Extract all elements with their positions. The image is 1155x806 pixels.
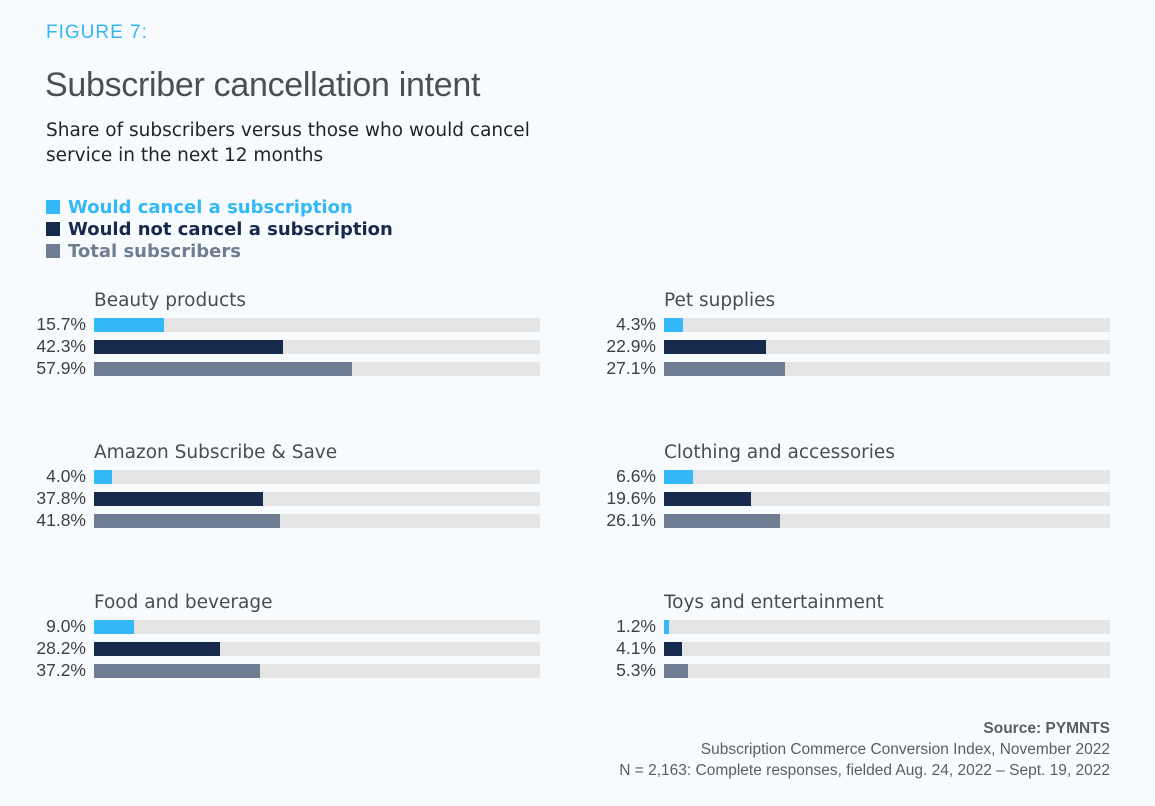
bar-row: 42.3% [36, 336, 540, 356]
bar-row: 1.2% [616, 616, 1110, 636]
bar-row: 5.3% [616, 660, 1110, 680]
bar-track [94, 664, 540, 678]
category-title: Amazon Subscribe & Save [94, 442, 338, 463]
chart-title: Subscriber cancellation intent [45, 66, 481, 104]
bar-row: 37.2% [36, 660, 540, 680]
bar-row: 15.7% [36, 314, 540, 334]
bar-track [94, 492, 540, 506]
bar-would-not-cancel [664, 340, 767, 354]
bar-track [664, 664, 1110, 678]
legend-label: Would cancel a subscription [68, 196, 353, 218]
bar-row: 4.0% [46, 466, 540, 486]
bar-row: 28.2% [36, 638, 540, 658]
category-title: Toys and entertainment [664, 592, 884, 613]
source-line-2: N = 2,163: Complete responses, fielded A… [619, 762, 1110, 779]
bar-track [664, 470, 1110, 484]
legend-label: Total subscribers [68, 240, 241, 262]
bar-row: 26.1% [606, 510, 1110, 530]
bar-row: 6.6% [616, 466, 1110, 486]
source-note: Source: PYMNTS Subscription Commerce Con… [619, 718, 1110, 781]
bar-row: 22.9% [606, 336, 1110, 356]
data-label: 26.1% [606, 510, 656, 530]
bar-row: 37.8% [36, 488, 540, 508]
bar-track [664, 642, 1110, 656]
data-label: 19.6% [606, 488, 656, 508]
bar-track [664, 318, 1110, 332]
data-label: 28.2% [36, 638, 86, 658]
data-label: 4.1% [616, 638, 656, 658]
source-title: Source: PYMNTS [983, 720, 1110, 737]
category-title: Beauty products [94, 290, 247, 311]
bar-track [664, 362, 1110, 376]
bar-track [664, 492, 1110, 506]
bar-track [94, 318, 540, 332]
data-label: 37.2% [36, 660, 86, 680]
bar-would-cancel [94, 620, 135, 634]
data-label: 41.8% [36, 510, 86, 530]
legend-label: Would not cancel a subscription [68, 218, 393, 240]
legend-item-total: Total subscribers [46, 240, 393, 262]
data-label: 27.1% [606, 358, 656, 378]
bar-row: 9.0% [46, 616, 540, 636]
bar-row: 4.3% [616, 314, 1110, 334]
bar-would-cancel [664, 620, 670, 634]
bar-row: 41.8% [36, 510, 540, 530]
bar-would-cancel [664, 470, 694, 484]
bar-would-not-cancel [94, 642, 220, 656]
bar-total [664, 362, 785, 376]
chart-subtitle: Share of subscribers versus those who wo… [46, 120, 530, 166]
bar-total [94, 664, 260, 678]
bar-track [94, 514, 540, 528]
data-label: 9.0% [46, 616, 86, 636]
category-title: Pet supplies [664, 290, 776, 311]
data-label: 4.3% [616, 314, 656, 334]
data-label: 4.0% [46, 466, 86, 486]
legend-swatch-would-not-cancel [46, 222, 60, 236]
bar-total [664, 514, 781, 528]
data-label: 42.3% [36, 336, 86, 356]
bar-would-not-cancel [664, 492, 752, 506]
data-label: 15.7% [36, 314, 86, 334]
bar-track [94, 470, 540, 484]
data-label: 1.2% [616, 616, 656, 636]
bar-track [94, 362, 540, 376]
bar-track [664, 340, 1110, 354]
bar-track [94, 340, 540, 354]
data-label: 22.9% [606, 336, 656, 356]
bar-row: 27.1% [606, 358, 1110, 378]
figure-label: FIGURE 7: [46, 22, 148, 43]
bar-would-not-cancel [94, 340, 283, 354]
bar-row: 4.1% [616, 638, 1110, 658]
bar-total [94, 362, 353, 376]
bar-would-cancel [94, 470, 112, 484]
category-title: Clothing and accessories [664, 442, 895, 463]
bar-total [94, 514, 281, 528]
bar-row: 19.6% [606, 488, 1110, 508]
bar-total [664, 664, 688, 678]
legend-swatch-total [46, 244, 60, 258]
legend-item-would-cancel: Would cancel a subscription [46, 196, 393, 218]
legend-swatch-would-cancel [46, 200, 60, 214]
legend: Would cancel a subscription Would not ca… [46, 196, 393, 262]
category-title: Food and beverage [94, 592, 273, 613]
bar-would-not-cancel [664, 642, 683, 656]
data-label: 37.8% [36, 488, 86, 508]
data-label: 57.9% [36, 358, 86, 378]
bar-track [94, 642, 540, 656]
source-line-1: Subscription Commerce Conversion Index, … [700, 741, 1110, 758]
bar-track [94, 620, 540, 634]
bar-row: 57.9% [36, 358, 540, 378]
legend-item-would-not-cancel: Would not cancel a subscription [46, 218, 393, 240]
bar-track [664, 620, 1110, 634]
bar-would-not-cancel [94, 492, 263, 506]
bar-would-cancel [94, 318, 165, 332]
data-label: 6.6% [616, 466, 656, 486]
data-label: 5.3% [616, 660, 656, 680]
bar-would-cancel [664, 318, 684, 332]
bar-track [664, 514, 1110, 528]
